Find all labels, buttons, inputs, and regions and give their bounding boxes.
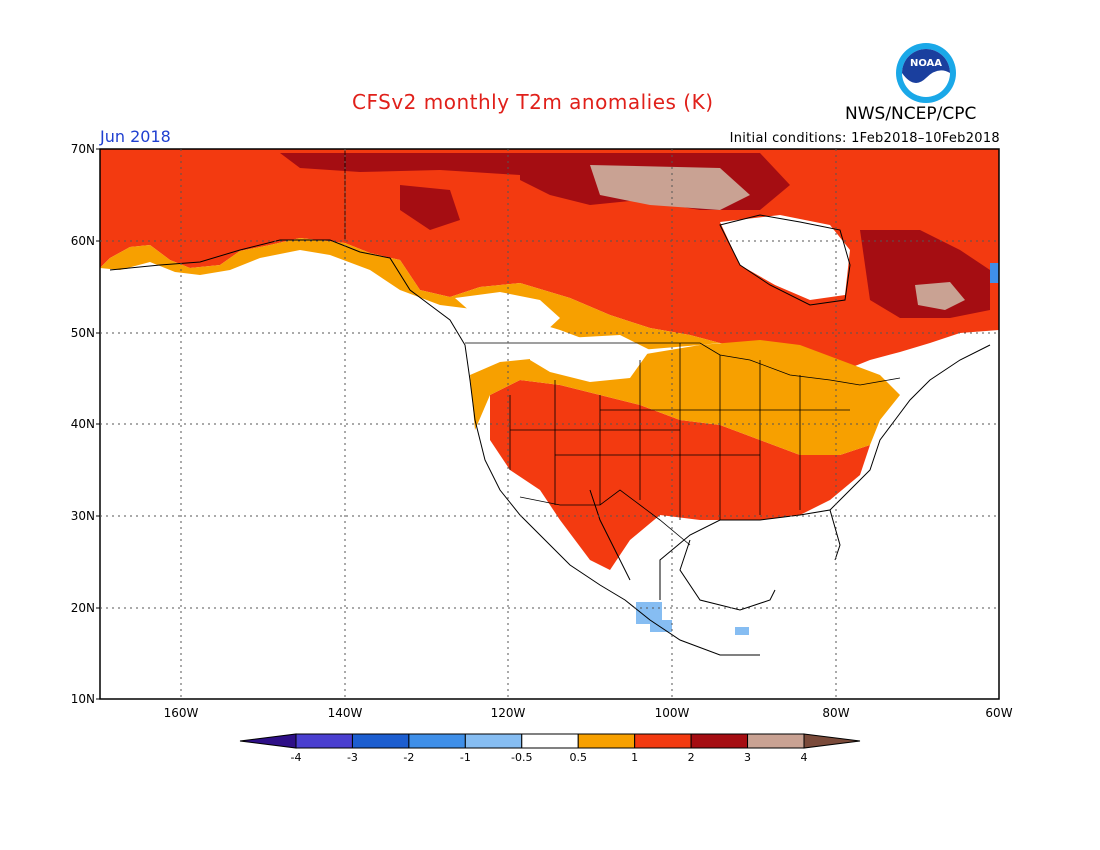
anomaly-region-cool-yucatan <box>735 627 749 635</box>
state-borders <box>509 343 850 520</box>
longitude-labels: 160W 140W 120W 100W 80W 60W <box>164 706 1013 720</box>
us-mexico-border <box>519 489 691 546</box>
colorbar-swatch <box>634 733 692 749</box>
anomaly-region-neutral-montana <box>530 335 650 382</box>
us-canada-border <box>465 342 901 386</box>
coastline-hudson <box>719 214 851 306</box>
anomaly-region-0.5-1k-north <box>100 238 720 350</box>
agency-label: NWS/NCEP/CPC <box>845 104 977 124</box>
anomaly-region-neutral-hudson-bay <box>720 215 850 300</box>
noaa-logo: NOAA <box>895 42 957 104</box>
colorbar-tick-label: -2 <box>403 751 414 764</box>
latitude-label: 20N <box>71 601 95 615</box>
longitude-label: 60W <box>985 706 1012 720</box>
latitude-label: 40N <box>71 417 95 431</box>
coastline-east <box>829 344 991 511</box>
latitude-labels: 70N 60N 50N 40N 30N 20N 10N <box>71 142 100 706</box>
colorbar-swatch <box>577 733 636 749</box>
colorbar-swatch <box>351 733 410 749</box>
initial-conditions: Initial conditions: 1Feb2018–10Feb2018 <box>729 131 1000 146</box>
anomaly-region-3-4k-labrador <box>915 282 965 310</box>
latitude-label: 60N <box>71 234 95 248</box>
noaa-logo-text: NOAA <box>910 58 942 69</box>
longitude-label: 120W <box>491 706 526 720</box>
colorbar-swatch <box>295 733 353 749</box>
longitude-label: 100W <box>655 706 690 720</box>
coastline-west <box>109 239 760 656</box>
colorbar-tick-label: 3 <box>744 751 751 764</box>
anomaly-region-cool-mexico-south <box>650 620 672 632</box>
colorbar-swatch <box>408 733 466 749</box>
anomaly-region-2-3k-yukon <box>400 185 460 230</box>
colorbar-swatch <box>690 733 749 749</box>
longitude-label: 160W <box>164 706 199 720</box>
latitude-label: 50N <box>71 326 95 340</box>
colorbar-tick-label: -0.5 <box>511 751 532 764</box>
political-borders <box>344 149 901 546</box>
anomaly-region-2-3k-north-coast <box>280 153 520 175</box>
colorbar-lower-extension <box>239 733 297 749</box>
valid-month: Jun 2018 <box>100 127 171 146</box>
latitude-label: 30N <box>71 509 95 523</box>
colorbar-tick-label: -4 <box>291 751 302 764</box>
anomaly-region-1-2k-north <box>100 149 999 372</box>
longitude-label: 80W <box>822 706 849 720</box>
latitude-label: 10N <box>71 692 95 706</box>
colorbar-swatch <box>521 733 579 749</box>
colorbar-tick-label: 1 <box>631 751 638 764</box>
map-title: CFSv2 monthly T2m anomalies (K) <box>352 90 714 114</box>
longitude-label: 140W <box>328 706 363 720</box>
anomaly-region-cool-mexico <box>636 602 662 624</box>
colorbar-tick-label: 0.5 <box>569 751 587 764</box>
anomaly-region-3-4k-arctic <box>590 165 750 210</box>
colorbar-tick-label: 2 <box>688 751 695 764</box>
colorbar-tick-label: -3 <box>347 751 358 764</box>
graticule <box>100 149 999 699</box>
anomaly-region-cool-labrador <box>990 263 999 283</box>
colorbar: -4 -3 -2 -1 -0.5 0.5 1 2 3 4 <box>239 733 861 764</box>
colorbar-upper-extension <box>803 733 861 749</box>
colorbar-tick-label: 4 <box>801 751 808 764</box>
colorbar-swatch <box>747 733 805 749</box>
colorbar-swatch <box>464 733 523 749</box>
colorbar-tick-label: -1 <box>460 751 471 764</box>
latitude-label: 70N <box>71 142 95 156</box>
anomaly-region-neutral-alberta <box>455 292 560 338</box>
coastlines <box>109 214 991 656</box>
